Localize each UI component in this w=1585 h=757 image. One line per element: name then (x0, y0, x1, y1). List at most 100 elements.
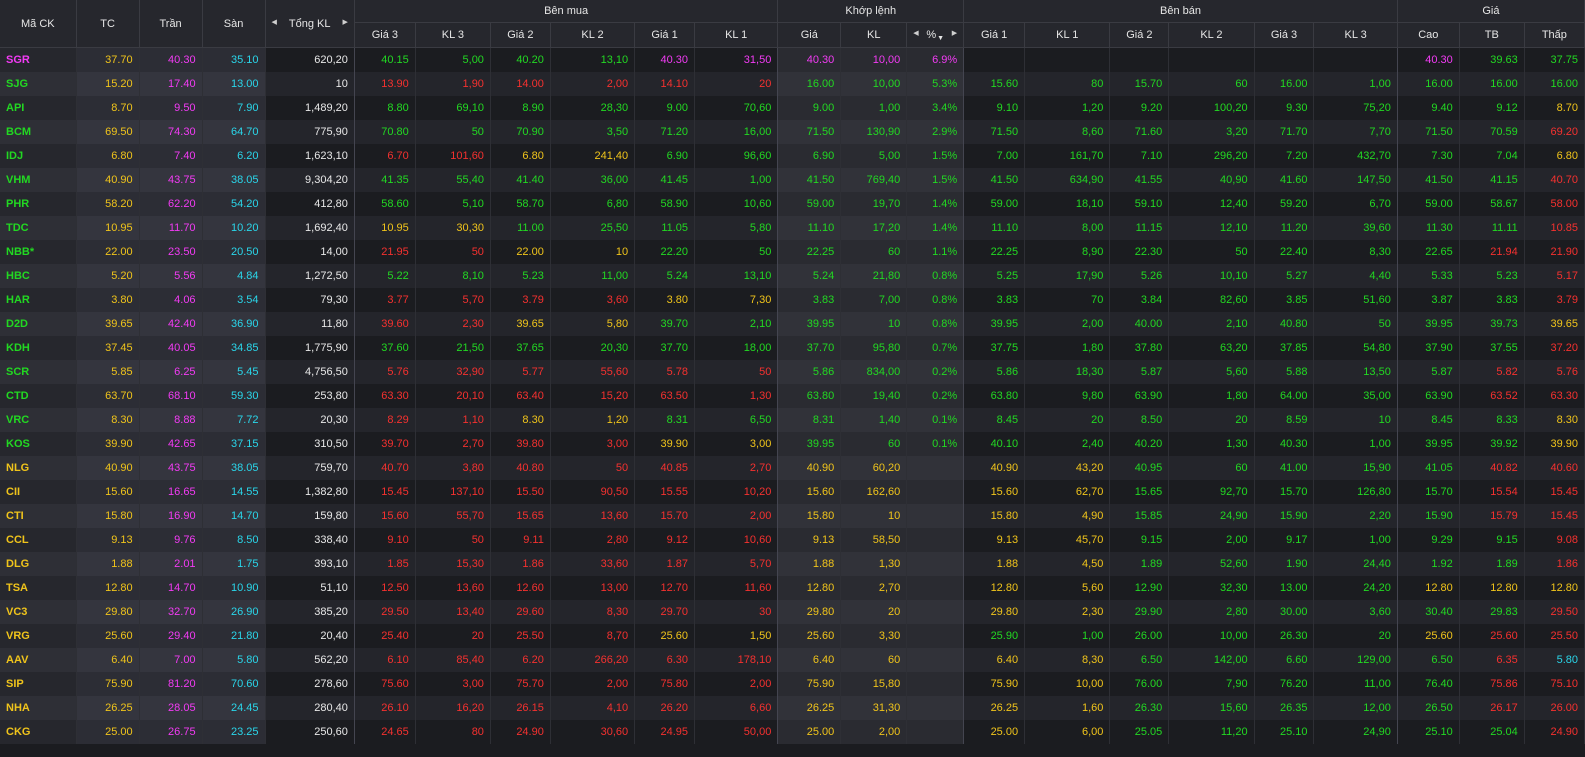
table-row[interactable]: D2D 39.65 42.40 36.90 11,80 39.60 2,30 39.65 5,8… (0, 311, 1585, 336)
col-header-avg[interactable]: TB (1459, 22, 1525, 48)
col-header-match-price[interactable]: Giá (777, 22, 842, 48)
cell-bid-price2: 37.65 (490, 335, 551, 360)
cell-bid-vol2: 50 (550, 455, 636, 480)
table-row[interactable]: VC3 29.80 32.70 26.90 385,20 29.50 13,40 29.60 8… (0, 599, 1585, 624)
cell-ref: 39.65 (76, 311, 140, 336)
cell-symbol[interactable]: NLG (0, 455, 77, 480)
col-header-ask-price1[interactable]: Giá 1 (963, 22, 1026, 48)
table-row[interactable]: VRG 25.60 29.40 21.80 20,40 25.40 20 25.50 8,70 2… (0, 623, 1585, 648)
table-row[interactable]: CKG 25.00 26.75 23.25 250,60 24.65 80 24.90 30,6… (0, 719, 1585, 744)
cell-symbol[interactable]: SCR (0, 359, 77, 384)
cell-symbol[interactable]: SIP (0, 671, 77, 696)
table-row[interactable]: CTI 15.80 16.90 14.70 159,80 15.60 55,70 15.65 1… (0, 503, 1585, 528)
table-row[interactable]: PHR 58.20 62.20 54.20 412,80 58.60 5,10 58.70 6,… (0, 191, 1585, 216)
cell-symbol[interactable]: CII (0, 479, 77, 504)
table-row[interactable]: SJG 15.20 17.40 13.00 10 13.90 1,90 14.00 2,00 14… (0, 71, 1585, 96)
table-row[interactable]: TDC 10.95 11.70 10.20 1,692,40 10.95 30,30 11.0… (0, 215, 1585, 240)
cell-symbol[interactable]: KDH (0, 335, 77, 360)
cell-symbol[interactable]: HAR (0, 287, 77, 312)
cell-symbol[interactable]: PHR (0, 191, 77, 216)
cell-symbol[interactable]: IDJ (0, 143, 77, 168)
col-header-total-vol[interactable]: ◀ Tổng KL ▶ (265, 0, 355, 48)
cell-ask-vol2: 296,20 (1168, 143, 1255, 168)
table-row[interactable]: HAR 3.80 4.06 3.54 79,30 3.77 5,70 3.79 3,60 3.80… (0, 287, 1585, 312)
table-row[interactable]: KDH 37.45 40.05 34.85 1,775,90 37.60 21,50 37.6… (0, 335, 1585, 360)
cell-symbol[interactable]: SGR (0, 47, 77, 72)
col-header-ask-vol2[interactable]: KL 2 (1168, 22, 1255, 48)
table-row[interactable]: VRC 8.30 8.88 7.72 20,30 8.29 1,10 8.30 1,20 8.31… (0, 407, 1585, 432)
col-header-ref[interactable]: TC (76, 0, 140, 48)
arrow-right-icon[interactable]: ▶ (342, 18, 348, 26)
cell-symbol[interactable]: SJG (0, 71, 77, 96)
cell-symbol[interactable]: NHA (0, 695, 77, 720)
cell-symbol[interactable]: HBC (0, 263, 77, 288)
cell-symbol[interactable]: KOS (0, 431, 77, 456)
table-row[interactable]: AAV 6.40 7.00 5.80 562,20 6.10 85,40 6.20 266,20… (0, 647, 1585, 672)
col-header-low[interactable]: Thấp (1524, 22, 1585, 48)
cell-total-vol: 1,272,50 (265, 263, 355, 288)
table-row[interactable]: SCR 5.85 6.25 5.45 4,756,50 5.76 32,90 5.77 55,6… (0, 359, 1585, 384)
col-header-bid-price1[interactable]: Giá 1 (634, 22, 696, 48)
table-row[interactable]: SGR 37.70 40.30 35.10 620,20 40.15 5,00 40.20 13… (0, 47, 1585, 72)
cell-symbol[interactable]: AAV (0, 647, 77, 672)
table-row[interactable]: KOS 39.90 42.65 37.15 310,50 39.70 2,70 39.80 3,… (0, 431, 1585, 456)
cell-symbol[interactable]: API (0, 95, 77, 120)
cell-symbol[interactable]: VHM (0, 167, 77, 192)
col-header-ask-vol3[interactable]: KL 3 (1313, 22, 1398, 48)
cell-ask-price1: 25.00 (963, 719, 1026, 744)
table-row[interactable]: VHM 40.90 43.75 38.05 9,304,20 41.35 55,40 41.4… (0, 167, 1585, 192)
table-row[interactable]: CII 15.60 16.65 14.55 1,382,80 15.45 137,10 15.… (0, 479, 1585, 504)
col-header-match-vol[interactable]: KL (840, 22, 908, 48)
col-header-bid-price3[interactable]: Giá 3 (354, 22, 416, 48)
cell-ask-price3: 41.60 (1254, 167, 1315, 192)
table-row[interactable]: NHA 26.25 28.05 24.45 280,40 26.10 16,20 26.15 4… (0, 695, 1585, 720)
cell-symbol[interactable]: VRG (0, 623, 77, 648)
col-header-floor[interactable]: Sàn (202, 0, 266, 48)
table-row[interactable]: HBC 5.20 5.56 4.84 1,272,50 5.22 8,10 5.23 11,00… (0, 263, 1585, 288)
cell-symbol[interactable]: D2D (0, 311, 77, 336)
col-header-ask-price2[interactable]: Giá 2 (1109, 22, 1170, 48)
table-row[interactable]: SIP 75.90 81.20 70.60 278,60 75.60 3,00 75.70 2,… (0, 671, 1585, 696)
table-row[interactable]: API 8.70 9.50 7.90 1,489,20 8.80 69,10 8.90 28,3… (0, 95, 1585, 120)
col-header-ask-vol1[interactable]: KL 1 (1024, 22, 1111, 48)
cell-symbol[interactable]: CTI (0, 503, 77, 528)
col-header-bid-vol2[interactable]: KL 2 (550, 22, 636, 48)
cell-floor: 59.30 (202, 383, 266, 408)
table-row[interactable]: CCL 9.13 9.76 8.50 338,40 9.10 50 9.11 2,80 9.12 1… (0, 527, 1585, 552)
cell-symbol[interactable]: TDC (0, 215, 77, 240)
table-row[interactable]: CTD 63.70 68.10 59.30 253,80 63.30 20,10 63.40 1… (0, 383, 1585, 408)
table-row[interactable]: NBB* 22.00 23.50 20.50 14,00 21.95 50 22.00 10 22… (0, 239, 1585, 264)
table-row[interactable]: IDJ 6.80 7.40 6.20 1,623,10 6.70 101,60 6.80 241… (0, 143, 1585, 168)
cell-symbol[interactable]: VRC (0, 407, 77, 432)
table-row[interactable]: BCM 69.50 74.30 64.70 775,90 70.80 50 70.90 3,50… (0, 119, 1585, 144)
col-header-high[interactable]: Cao (1397, 22, 1460, 48)
col-header-ask-price3[interactable]: Giá 3 (1254, 22, 1315, 48)
col-header-bid-vol1[interactable]: KL 1 (694, 22, 779, 48)
cell-low: 10.85 (1524, 215, 1585, 240)
cell-bid-price1: 1.87 (634, 551, 696, 576)
col-header-symbol[interactable]: Mã CK (0, 0, 77, 48)
cell-symbol[interactable]: CKG (0, 719, 77, 744)
cell-symbol[interactable]: CCL (0, 527, 77, 552)
col-header-bid-vol3[interactable]: KL 3 (415, 22, 491, 48)
table-row[interactable]: DLG 1.88 2.01 1.75 393,10 1.85 15,30 1.86 33,60 1… (0, 551, 1585, 576)
sort-desc-icon[interactable]: ▼ (937, 34, 945, 42)
cell-ask-vol3: 50 (1313, 311, 1398, 336)
table-row[interactable]: TSA 12.80 14.70 10.90 51,10 12.50 13,60 12.60 13… (0, 575, 1585, 600)
cell-symbol[interactable]: NBB* (0, 239, 77, 264)
cell-symbol[interactable]: DLG (0, 551, 77, 576)
cell-ref: 75.90 (76, 671, 140, 696)
arrow-right-icon[interactable]: ▶ (951, 29, 958, 37)
cell-ask-vol2: 82,60 (1168, 287, 1255, 312)
col-header-ceil[interactable]: Trần (139, 0, 203, 48)
col-header-match-pct[interactable]: ◀ %▼ ▶ (906, 22, 965, 48)
arrow-left-icon[interactable]: ◀ (271, 18, 277, 26)
cell-symbol[interactable]: VC3 (0, 599, 77, 624)
cell-match-price: 59.00 (777, 191, 842, 216)
cell-symbol[interactable]: BCM (0, 119, 77, 144)
table-row[interactable]: NLG 40.90 43.75 38.05 759,70 40.70 3,80 40.80 50… (0, 455, 1585, 480)
cell-symbol[interactable]: TSA (0, 575, 77, 600)
cell-symbol[interactable]: CTD (0, 383, 77, 408)
col-header-bid-price2[interactable]: Giá 2 (490, 22, 551, 48)
arrow-left-icon[interactable]: ◀ (913, 29, 919, 37)
